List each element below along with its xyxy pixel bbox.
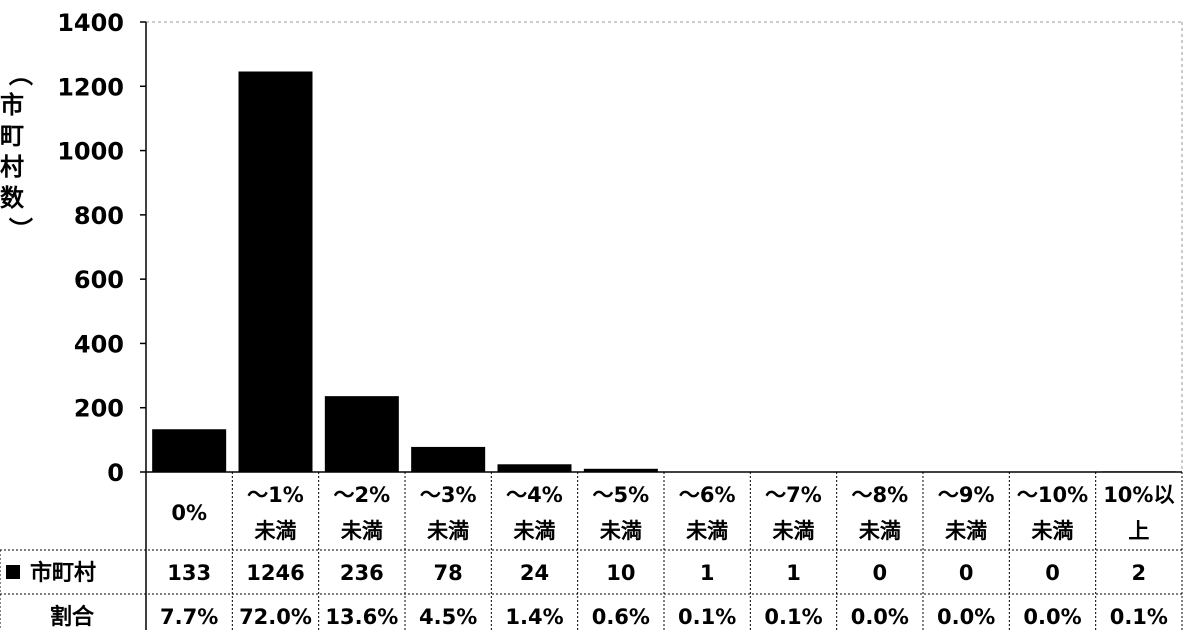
- bar: [152, 429, 226, 472]
- table-cell-value: 0.6%: [592, 605, 650, 629]
- table-cell-value: 0.0%: [851, 605, 909, 629]
- y-tick-label: 600: [74, 266, 124, 294]
- x-category-label: ～1%: [247, 483, 304, 507]
- table-cell-value: 78: [434, 561, 463, 585]
- x-category-label: 未満: [255, 519, 297, 543]
- x-category-label: 未満: [427, 519, 469, 543]
- x-category-label: ～2%: [334, 483, 391, 507]
- table-cell-value: 0: [959, 561, 974, 585]
- table-cell-value: 72.0%: [239, 605, 312, 629]
- table-cell-value: 0.0%: [1023, 605, 1081, 629]
- y-axis-label-char: 数: [0, 184, 25, 212]
- y-tick-label: 1000: [57, 138, 124, 166]
- table-cell-value: 0.0%: [937, 605, 995, 629]
- bar: [239, 72, 313, 473]
- table-cell-value: 0.1%: [1110, 605, 1168, 629]
- x-category-label: 上: [1128, 519, 1149, 543]
- table-cell-value: 1.4%: [505, 605, 563, 629]
- table-cell-value: 4.5%: [419, 605, 477, 629]
- y-tick-label: 1400: [57, 9, 124, 37]
- y-axis-label-char: ）: [6, 217, 34, 241]
- table-row-header: 割合: [50, 604, 95, 630]
- x-category-label: 未満: [1032, 519, 1074, 543]
- bar: [325, 396, 399, 472]
- x-category-label: 未満: [859, 519, 901, 543]
- x-category-label: 未満: [600, 519, 642, 543]
- x-category-label: ～5%: [593, 483, 650, 507]
- table-cell-value: 24: [520, 561, 549, 585]
- x-category-label: 未満: [773, 519, 815, 543]
- x-category-label: 未満: [514, 519, 556, 543]
- legend-marker: [6, 565, 20, 579]
- table-cell-value: 1: [786, 561, 801, 585]
- table-cell-value: 0.1%: [678, 605, 736, 629]
- table-cell-value: 1246: [246, 561, 304, 585]
- table-cell-value: 0: [1045, 561, 1060, 585]
- table-cell-value: 0: [873, 561, 888, 585]
- x-category-label: ～8%: [852, 483, 909, 507]
- x-category-label: ～3%: [420, 483, 477, 507]
- y-tick-label: 1200: [57, 73, 124, 101]
- table-cell-value: 1: [700, 561, 715, 585]
- x-category-label: 未満: [945, 519, 987, 543]
- x-category-label: ～6%: [679, 483, 736, 507]
- y-axis-label-char: 市: [0, 91, 24, 119]
- x-category-label: 未満: [686, 519, 728, 543]
- x-category-label: 未満: [341, 519, 383, 543]
- table-cell-value: 0.1%: [764, 605, 822, 629]
- y-tick-label: 400: [74, 330, 124, 358]
- y-tick-label: 0: [107, 459, 124, 487]
- x-category-label: ～9%: [938, 483, 995, 507]
- y-axis-label-char: 村: [0, 153, 24, 181]
- table-cell-value: 133: [167, 561, 211, 585]
- table-row-header: 市町村: [30, 560, 96, 586]
- table-cell-value: 7.7%: [160, 605, 218, 629]
- x-category-label: ～7%: [765, 483, 822, 507]
- y-tick-label: 200: [74, 395, 124, 423]
- y-tick-label: 800: [74, 202, 124, 230]
- x-category-label: ～10%: [1017, 483, 1088, 507]
- y-axis-label-char: （: [6, 62, 34, 86]
- x-category-label: 10%以: [1103, 483, 1174, 507]
- table-cell-value: 10: [606, 561, 635, 585]
- y-axis-label-char: 町: [0, 122, 24, 150]
- bar: [411, 447, 485, 472]
- x-category-label: 0%: [171, 501, 207, 525]
- x-category-label: ～4%: [506, 483, 563, 507]
- bar: [498, 464, 572, 472]
- table-cell-value: 236: [340, 561, 384, 585]
- table-cell-value: 13.6%: [325, 605, 398, 629]
- table-cell-value: 2: [1132, 561, 1147, 585]
